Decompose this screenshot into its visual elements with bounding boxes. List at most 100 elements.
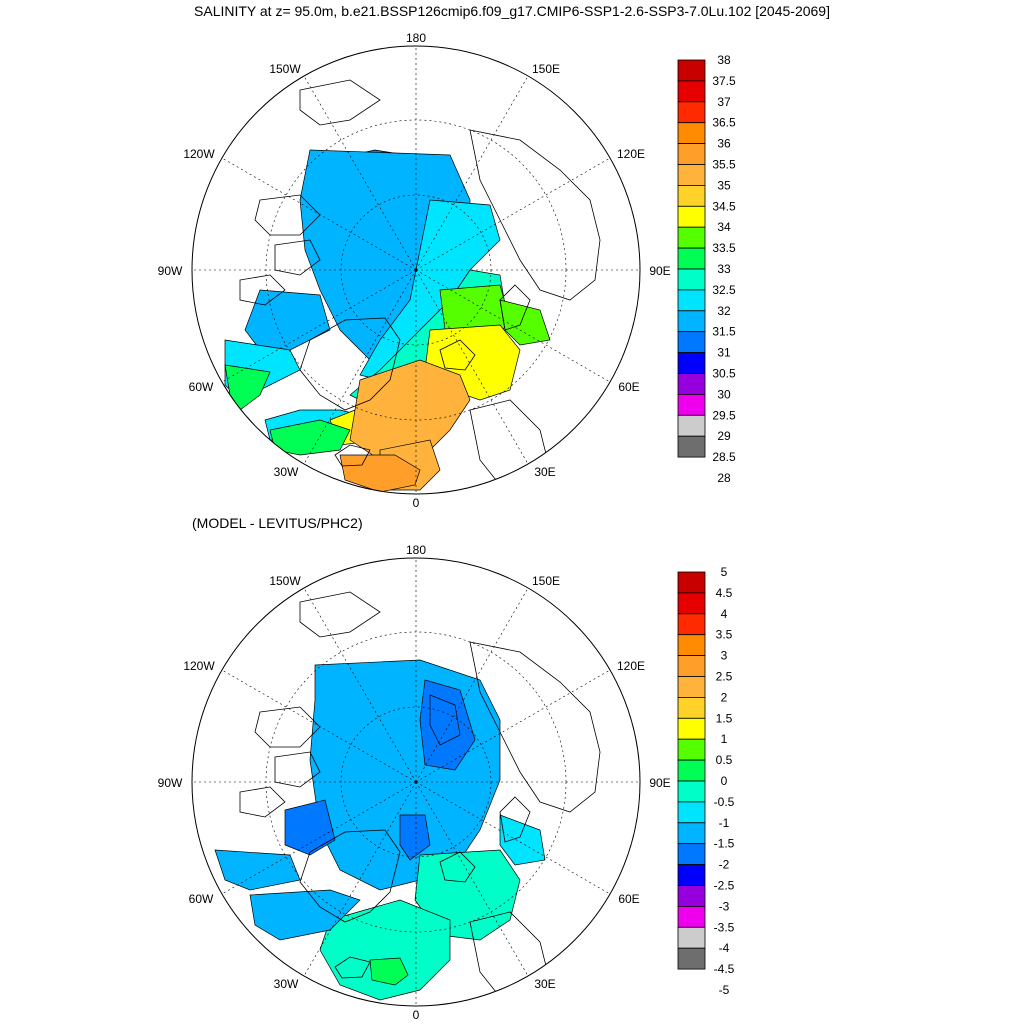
meridian-line	[415, 75, 529, 271]
meridian-line	[221, 269, 417, 383]
colorbar-swatch	[677, 393, 706, 416]
colorbar-swatch	[677, 655, 706, 677]
salinity-map-panel: 180 150W 150E 120W 120E 90W 90E 60W 60E 30W 30E 0 38…	[158, 31, 736, 510]
lon-label-150w: 150W	[269, 574, 301, 588]
colorbar-label: 4	[721, 607, 728, 621]
meridian-line	[303, 75, 417, 271]
meridian-line	[221, 157, 417, 271]
lon-label-60w: 60W	[189, 892, 214, 906]
meridian-line	[415, 157, 611, 271]
colorbar-label: 31.5	[712, 325, 736, 339]
colorbar-swatch	[677, 205, 706, 228]
colorbar-label: 2.5	[716, 670, 733, 684]
lon-label-0: 0	[413, 1008, 420, 1022]
colorbar-label: 3.5	[716, 628, 733, 642]
colorbar-label: 37.5	[712, 74, 736, 88]
lon-label-90e: 90E	[649, 776, 670, 790]
colorbar-label: -1.5	[714, 837, 735, 851]
longitude-labels: 180 150W 150E 120W 120E 90W 90E 60W 60E 30W 30E 0	[158, 31, 671, 510]
meridian-line	[221, 669, 417, 783]
lon-label-90e: 90E	[649, 264, 670, 278]
land-archipelago-1	[254, 706, 321, 748]
lon-label-30w: 30W	[274, 465, 299, 479]
colorbar-swatch	[677, 80, 706, 103]
colorbar-swatch	[677, 634, 706, 656]
fill-labrador-green	[224, 364, 271, 411]
colorbar-swatch	[677, 717, 706, 740]
colorbar-swatch	[677, 738, 706, 761]
colorbar-swatch	[677, 101, 706, 124]
colorbar-label: -3.5	[714, 920, 735, 934]
graticule	[192, 46, 640, 494]
land-iceland	[334, 444, 371, 467]
colorbar-swatch	[677, 571, 706, 594]
colorbar-swatch	[677, 352, 706, 374]
colorbar-swatch	[677, 289, 706, 312]
land-archipelago-2	[274, 239, 321, 276]
longitude-labels: 180 150W 150E 120W 120E 90W 90E 60W 60E 30W 30E 0	[158, 543, 671, 1022]
colorbar-label: 35	[717, 178, 731, 192]
colorbar-label: 34	[717, 220, 731, 234]
fill-greenland-diff	[249, 889, 361, 941]
colorbar-swatch	[677, 592, 706, 615]
land-siberia	[469, 641, 601, 813]
colorbar-label: 1.5	[716, 711, 733, 725]
colorbar-swatch	[677, 801, 706, 824]
lon-label-150e: 150E	[532, 574, 560, 588]
colorbar-label: -2	[719, 858, 730, 872]
land-svalbard	[439, 339, 476, 371]
meridian-line	[415, 269, 611, 383]
colorbar-swatch	[677, 885, 706, 907]
lon-label-90w: 90W	[158, 776, 183, 790]
colorbar-label: 0.5	[716, 753, 733, 767]
colorbar-label: 38	[717, 53, 731, 67]
coastlines	[239, 591, 601, 1003]
colorbar-swatch	[677, 268, 706, 291]
lon-label-60w: 60W	[189, 380, 214, 394]
map-boundary	[191, 557, 641, 1007]
land-archipelago-3	[239, 274, 286, 306]
colorbar-label: -1	[719, 816, 730, 830]
colorbar-label: -5	[719, 983, 730, 997]
colorbar-label: 5	[721, 565, 728, 579]
colorbar-swatch	[677, 864, 706, 886]
lon-label-30e: 30E	[534, 977, 555, 991]
lon-label-120w: 120W	[183, 147, 215, 161]
map-fills	[214, 659, 546, 1001]
colorbar-label: 4.5	[716, 586, 733, 600]
fill-archipelago	[244, 289, 331, 351]
colorbar-swatch	[677, 373, 706, 395]
colorbar-swatch	[677, 613, 706, 636]
colorbar-label: 28.5	[712, 450, 736, 464]
fill-fram-diff	[399, 814, 431, 861]
land-greenland	[299, 317, 401, 411]
colorbar-label: 33	[717, 262, 731, 276]
colorbar-swatch	[677, 226, 706, 249]
colorbar-swatch	[677, 184, 706, 207]
lon-label-90w: 90W	[158, 264, 183, 278]
colorbar-swatch	[677, 164, 706, 186]
colorbar-label: 30.5	[712, 367, 736, 381]
graticule	[192, 558, 640, 1006]
colorbar-swatch	[677, 143, 706, 165]
colorbar-label: 33.5	[712, 241, 736, 255]
colorbar-swatch	[677, 310, 706, 333]
colorbar-swatch	[677, 822, 706, 845]
land-novaya-zemlya	[499, 796, 531, 843]
fill-baffin-diff	[214, 849, 301, 891]
land-alaska	[299, 79, 381, 126]
colorbar-label: -3	[719, 899, 730, 913]
lon-label-30w: 30W	[274, 977, 299, 991]
land-svalbard	[439, 851, 476, 883]
lon-label-60e: 60E	[618, 380, 639, 394]
difference-subtitle: (MODEL - LEVITUS/PHC2)	[192, 515, 363, 531]
colorbar-swatch	[677, 122, 706, 144]
lon-label-150e: 150E	[532, 62, 560, 76]
figure-title: SALINITY at z= 95.0m, b.e21.BSSP126cmip6…	[194, 3, 830, 19]
meridian-line	[415, 669, 611, 783]
fill-norwegian-green	[369, 957, 409, 986]
lon-label-180: 180	[406, 31, 426, 45]
colorbar-label: 36	[717, 137, 731, 151]
map-boundary	[191, 45, 641, 495]
lon-label-30e: 30E	[534, 465, 555, 479]
